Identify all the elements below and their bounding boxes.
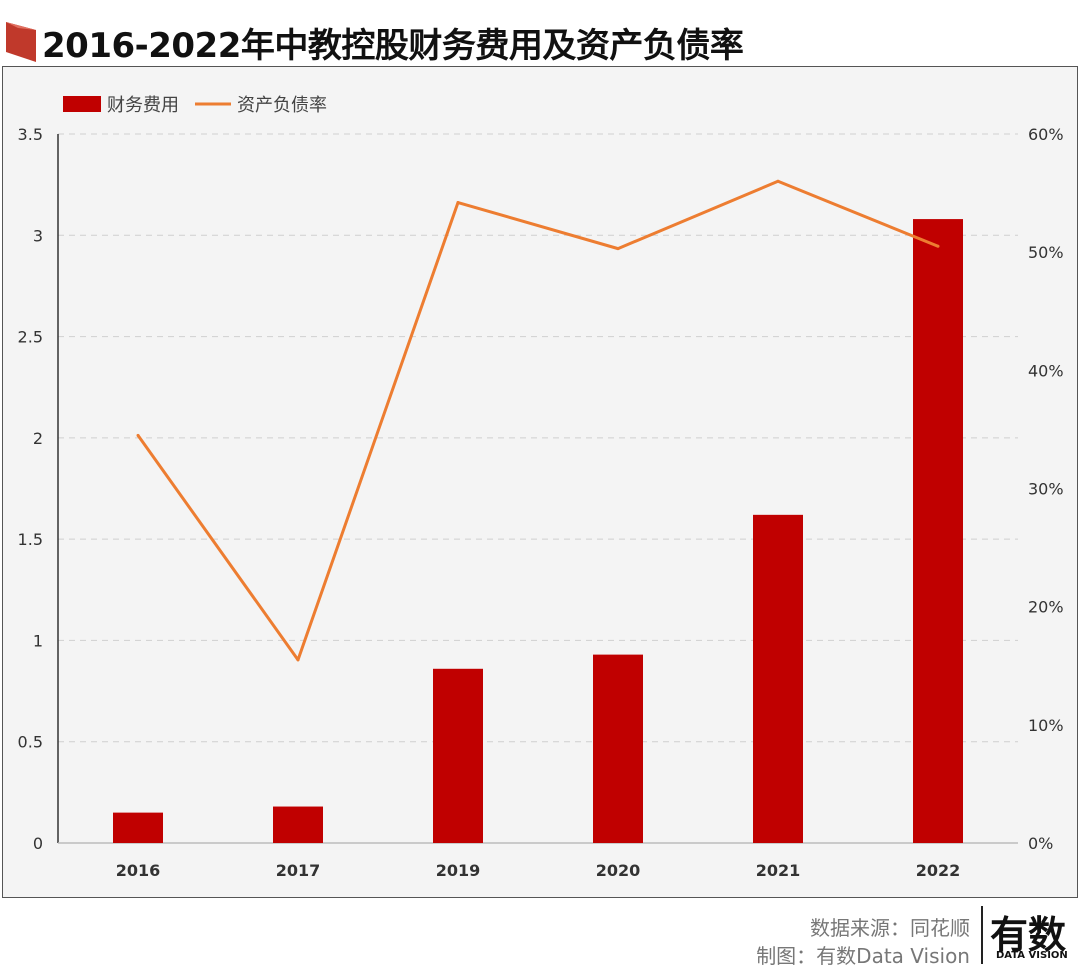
y-left-tick-label: 3.5 xyxy=(18,125,43,144)
line-point xyxy=(616,247,620,251)
brand-logo-subtitle: DATA VISION xyxy=(996,950,1068,961)
y-right-tick-label: 20% xyxy=(1028,598,1064,617)
y-right-tick-label: 0% xyxy=(1028,834,1053,853)
title-bar: 2016-2022年中教控股财务费用及资产负债率 xyxy=(0,12,1080,68)
logo-divider xyxy=(981,906,983,964)
chart-frame: 0 0.5 1 1.5 2 2.5 3 3.5 0% 10% 20% 30% 40% 50% 60% 2016… xyxy=(2,66,1078,898)
page-title: 2016-2022年中教控股财务费用及资产负债率 xyxy=(42,26,744,66)
combo-chart: 0 0.5 1 1.5 2 2.5 3 3.5 0% 10% 20% 30% 40% 50% 60% 2016… xyxy=(18,95,1064,880)
bar-2021 xyxy=(753,514,803,843)
x-tick-label: 2016 xyxy=(116,861,161,880)
y-left-tick-label: 2.5 xyxy=(18,328,43,347)
bar-2020 xyxy=(593,654,643,843)
line-point xyxy=(136,433,140,437)
y-right-tick-label: 10% xyxy=(1028,716,1064,735)
y-right-tick-label: 60% xyxy=(1028,125,1064,144)
y-left-tick-label: 3 xyxy=(33,226,43,245)
line-point xyxy=(456,201,460,205)
bar-2016 xyxy=(113,812,163,843)
y-left-tick-label: 2 xyxy=(33,429,43,448)
line-point xyxy=(776,179,780,183)
maker-text: 制图：有数Data Vision xyxy=(756,944,970,968)
y-left-tick-label: 1 xyxy=(33,631,43,650)
x-tick-label: 2020 xyxy=(596,861,641,880)
x-tick-label: 2021 xyxy=(756,861,801,880)
bar-2019 xyxy=(433,668,483,843)
y-right-tick-label: 50% xyxy=(1028,243,1064,262)
y-right-tick-label: 40% xyxy=(1028,361,1064,380)
legend-bar-label: 财务费用 xyxy=(107,95,179,116)
y-left-tick-label: 0 xyxy=(33,834,43,853)
brand-logo: 有数 xyxy=(990,913,1067,957)
y-left-tick-label: 0.5 xyxy=(18,733,43,752)
line-point xyxy=(296,658,300,662)
footer: 数据来源：同花顺 制图：有数Data Vision 有数 DATA VISION xyxy=(0,898,1080,968)
y-right-tick-label: 30% xyxy=(1028,480,1064,499)
y-left-tick-label: 1.5 xyxy=(18,530,43,549)
line-point xyxy=(936,244,940,248)
x-tick-label: 2017 xyxy=(276,861,321,880)
legend-bar-swatch xyxy=(63,96,101,112)
x-tick-label: 2022 xyxy=(916,861,961,880)
bar-2022 xyxy=(913,219,963,843)
line-series-debt-ratio xyxy=(136,179,939,662)
x-tick-label: 2019 xyxy=(436,861,481,880)
source-text: 数据来源：同花顺 xyxy=(810,916,970,940)
title-accent-icon xyxy=(6,22,36,62)
bar-2017 xyxy=(273,806,323,843)
legend-line-label: 资产负债率 xyxy=(237,95,327,116)
